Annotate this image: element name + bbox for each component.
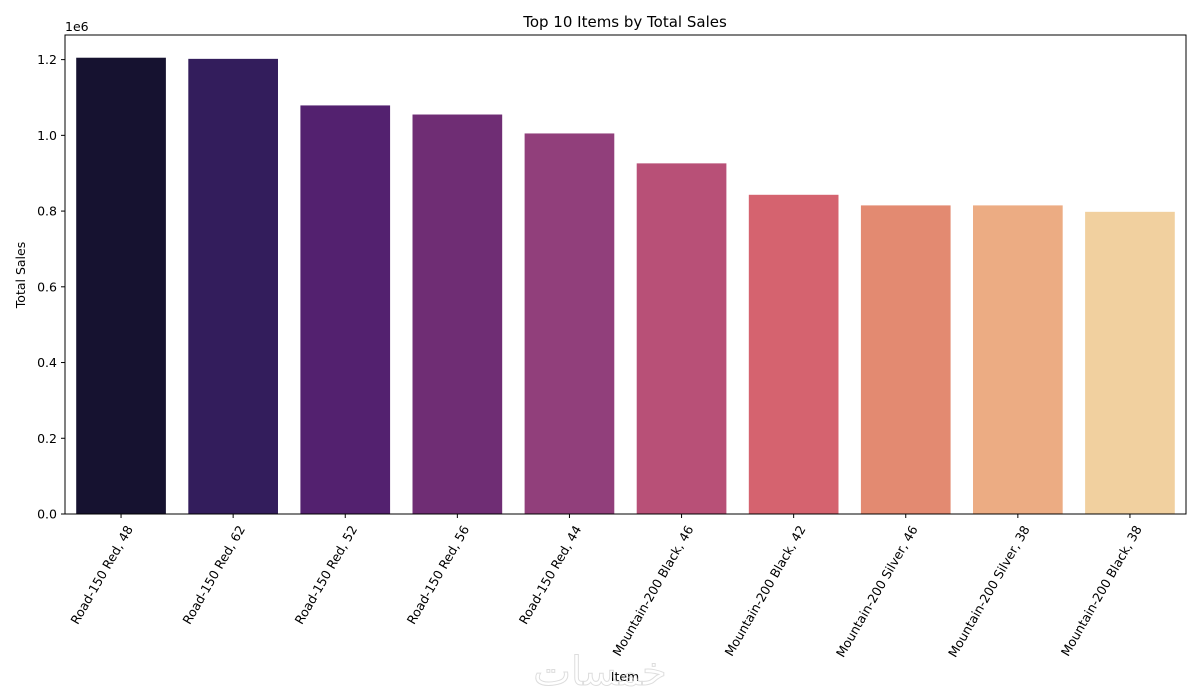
bar-5 xyxy=(524,133,615,514)
y-tick-label: 0.2 xyxy=(37,431,57,446)
chart-title: Top 10 Items by Total Sales xyxy=(522,13,727,31)
y-tick-label: 0.8 xyxy=(37,204,57,219)
bars-layer xyxy=(76,57,1175,515)
bar-8 xyxy=(860,205,951,514)
x-tick-label: Mountain-200 Silver, 38 xyxy=(945,523,1033,660)
x-tick-label: Mountain-200 Silver, 46 xyxy=(833,523,921,660)
y-tick-label: 0.4 xyxy=(37,355,57,370)
x-ticks-layer: Road-150 Red, 48 Road-150 Red, 62 Road-150… xyxy=(67,514,1145,660)
bar-4 xyxy=(412,114,503,514)
y-tick-label: 1.2 xyxy=(37,52,57,67)
watermark: خمسات xyxy=(533,649,666,695)
x-tick-label: Mountain-200 Black, 46 xyxy=(609,523,696,659)
y-tick-label: 0.0 xyxy=(37,507,57,522)
y-ticks-layer: 0.0 0.2 0.4 0.6 0.8 1.0 1.2 xyxy=(37,52,65,522)
x-tick-label: Road-150 Red, 52 xyxy=(292,523,361,627)
y-axis-label: Total Sales xyxy=(13,242,28,309)
plot-frame xyxy=(64,34,1187,515)
x-tick-label: Road-150 Red, 44 xyxy=(516,523,585,627)
bar-7 xyxy=(748,194,839,514)
y-axis-offset-label: 1e6 xyxy=(65,19,89,34)
x-tick-label: Road-150 Red, 62 xyxy=(179,523,248,627)
bar-1 xyxy=(76,57,166,515)
bar-2 xyxy=(188,58,278,514)
x-tick-label: Mountain-200 Black, 42 xyxy=(721,523,808,659)
y-tick-label: 1.0 xyxy=(37,128,57,143)
x-axis-label: Item xyxy=(611,669,639,684)
x-tick-label: Mountain-200 Black, 38 xyxy=(1058,523,1145,659)
bar-6 xyxy=(636,163,727,514)
bar-10 xyxy=(1085,211,1175,515)
x-tick-label: Road-150 Red, 56 xyxy=(404,523,473,627)
y-tick-label: 0.6 xyxy=(37,279,57,294)
bar-3 xyxy=(300,105,391,514)
x-tick-label: Road-150 Red, 48 xyxy=(67,523,136,627)
bar-9 xyxy=(973,205,1063,514)
